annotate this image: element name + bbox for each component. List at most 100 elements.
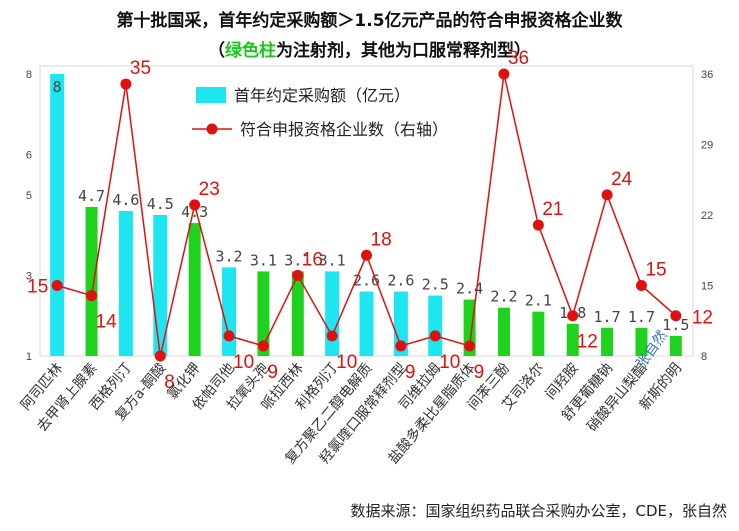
bar-value-label: 4.6: [112, 191, 139, 209]
bar: [153, 215, 168, 356]
line-marker: [51, 280, 63, 291]
bar: [257, 271, 270, 356]
y-right-tick-label: 29: [701, 140, 713, 152]
bar-value-label: 8: [53, 78, 62, 96]
bar-value-label: 4.5: [147, 195, 174, 213]
line-value-label: 9: [474, 362, 485, 383]
bar-value-label: 2.6: [353, 272, 380, 290]
legend-swatch-bar: [196, 87, 226, 103]
category-labels: 阿司匹林去甲肾上腺素西格列汀复方a-酮酸氯化钾依帕司他拉氧头孢哌拉西林利格列汀复…: [18, 360, 685, 467]
y-left-tick-label: 1: [26, 351, 32, 363]
bar: [222, 267, 237, 356]
bar-value-label: 2.2: [490, 288, 517, 306]
bar-value-label: 3.2: [215, 247, 242, 265]
line-value-label: 10: [439, 352, 460, 373]
line-marker: [670, 310, 682, 322]
bar: [601, 327, 614, 356]
line-marker: [429, 330, 441, 342]
chart-title: 第十批国采，首年约定采购额＞1.5亿元产品的符合申报资格企业数: [116, 11, 623, 31]
bar: [669, 335, 682, 356]
line-marker: [257, 340, 269, 352]
bar-value-label: 4.7: [78, 187, 105, 205]
y-right-tick-label: 22: [701, 210, 713, 222]
bar-value-label: 2.1: [525, 292, 552, 310]
bar-value-label: 3.1: [319, 251, 346, 269]
line-value-label: 24: [611, 169, 633, 190]
bar-value-label: 1.5: [662, 316, 689, 334]
line-marker: [601, 189, 613, 201]
line-value-label: 9: [405, 362, 416, 383]
bar-value-label: 4.3: [181, 203, 208, 221]
bar: [566, 323, 579, 356]
y-right-tick-label: 15: [701, 281, 713, 293]
bar: [428, 295, 443, 356]
chart-subtitle: （绿色柱为注射剂，其他为口服常释剂型）: [0, 36, 739, 61]
line-value-label: 9: [267, 362, 278, 383]
legend-label-bar: 首年约定采购额（亿元）: [234, 86, 410, 105]
bar: [291, 271, 304, 356]
line-marker: [635, 280, 647, 291]
line-marker: [189, 199, 201, 211]
axes: 1 3 5 6 8 8 15 22 29 36: [26, 69, 713, 363]
line-value-label: 12: [692, 308, 713, 329]
y-right-tick-label: 36: [701, 69, 713, 81]
legend-label-line: 符合申报资格企业数（右轴）: [240, 120, 448, 139]
line-value-label: 8: [164, 372, 175, 393]
bar-value-label: 1.7: [628, 308, 655, 326]
line-value-label: 10: [233, 352, 254, 373]
line-marker: [223, 330, 235, 342]
bar-value-label: 3.1: [250, 251, 277, 269]
bar: [393, 291, 408, 356]
line-marker: [567, 310, 579, 322]
y-right-tick-label: 8: [701, 351, 707, 363]
bar: [188, 223, 201, 356]
line-value-label: 36: [508, 48, 529, 69]
bar: [325, 271, 340, 356]
legend: 首年约定采购额（亿元） 符合申报资格企业数（右轴）: [192, 86, 448, 139]
subtitle-green-text: 绿色柱: [225, 41, 276, 61]
y-left-tick-label: 5: [26, 190, 32, 202]
line-marker: [326, 330, 338, 342]
bar: [497, 307, 510, 356]
legend-swatch-marker: [206, 123, 218, 135]
bar-value-label: 2.6: [387, 272, 414, 290]
bar-series: 8 4.7 4.6 4.5 4.3 3.2 3.1 3.1 3.1 2.6 2.6 2.5 2.4 2.2…: [50, 74, 689, 356]
line-marker: [532, 219, 544, 231]
bar-value-label: 3.1: [284, 251, 311, 269]
bar: [118, 210, 133, 356]
line-marker: [292, 269, 304, 281]
line-value-label: 16: [302, 249, 323, 270]
line-value-label: 12: [577, 332, 598, 353]
line-value-label: 14: [96, 312, 118, 333]
line-marker: [120, 78, 132, 90]
line-value-label: 10: [336, 352, 357, 373]
line-value-label: 35: [130, 58, 151, 79]
line-marker: [361, 249, 372, 261]
line-value-label: 18: [371, 229, 392, 250]
bar: [635, 327, 648, 356]
line-value-label: 23: [199, 179, 220, 200]
line-value-label: 15: [645, 260, 666, 281]
line-marker: [498, 68, 510, 80]
subtitle-prefix: （: [208, 41, 225, 61]
line-marker: [395, 340, 407, 352]
line-value-label: 21: [542, 199, 563, 220]
y-left-tick-label: 6: [26, 150, 32, 162]
y-left-tick-label: 3: [26, 270, 32, 282]
line-marker: [464, 340, 476, 352]
bar-value-label: 2.4: [456, 280, 483, 298]
data-source-note: 数据来源：国家组织药品联合采购办公室，CDE，张自然: [350, 502, 727, 520]
bar: [85, 206, 98, 356]
bar-value-label: 1.7: [594, 308, 621, 326]
subtitle-rest: 为注射剂，其他为口服常释剂型）: [276, 41, 531, 61]
bar: [532, 311, 545, 356]
line-marker: [154, 350, 166, 362]
bar: [50, 74, 65, 356]
line-marker: [86, 290, 98, 302]
bar-value-label: 2.5: [422, 276, 449, 294]
y-left-tick-label: 8: [26, 69, 32, 81]
line-value-label: 15: [27, 277, 48, 298]
bar: [359, 291, 374, 356]
